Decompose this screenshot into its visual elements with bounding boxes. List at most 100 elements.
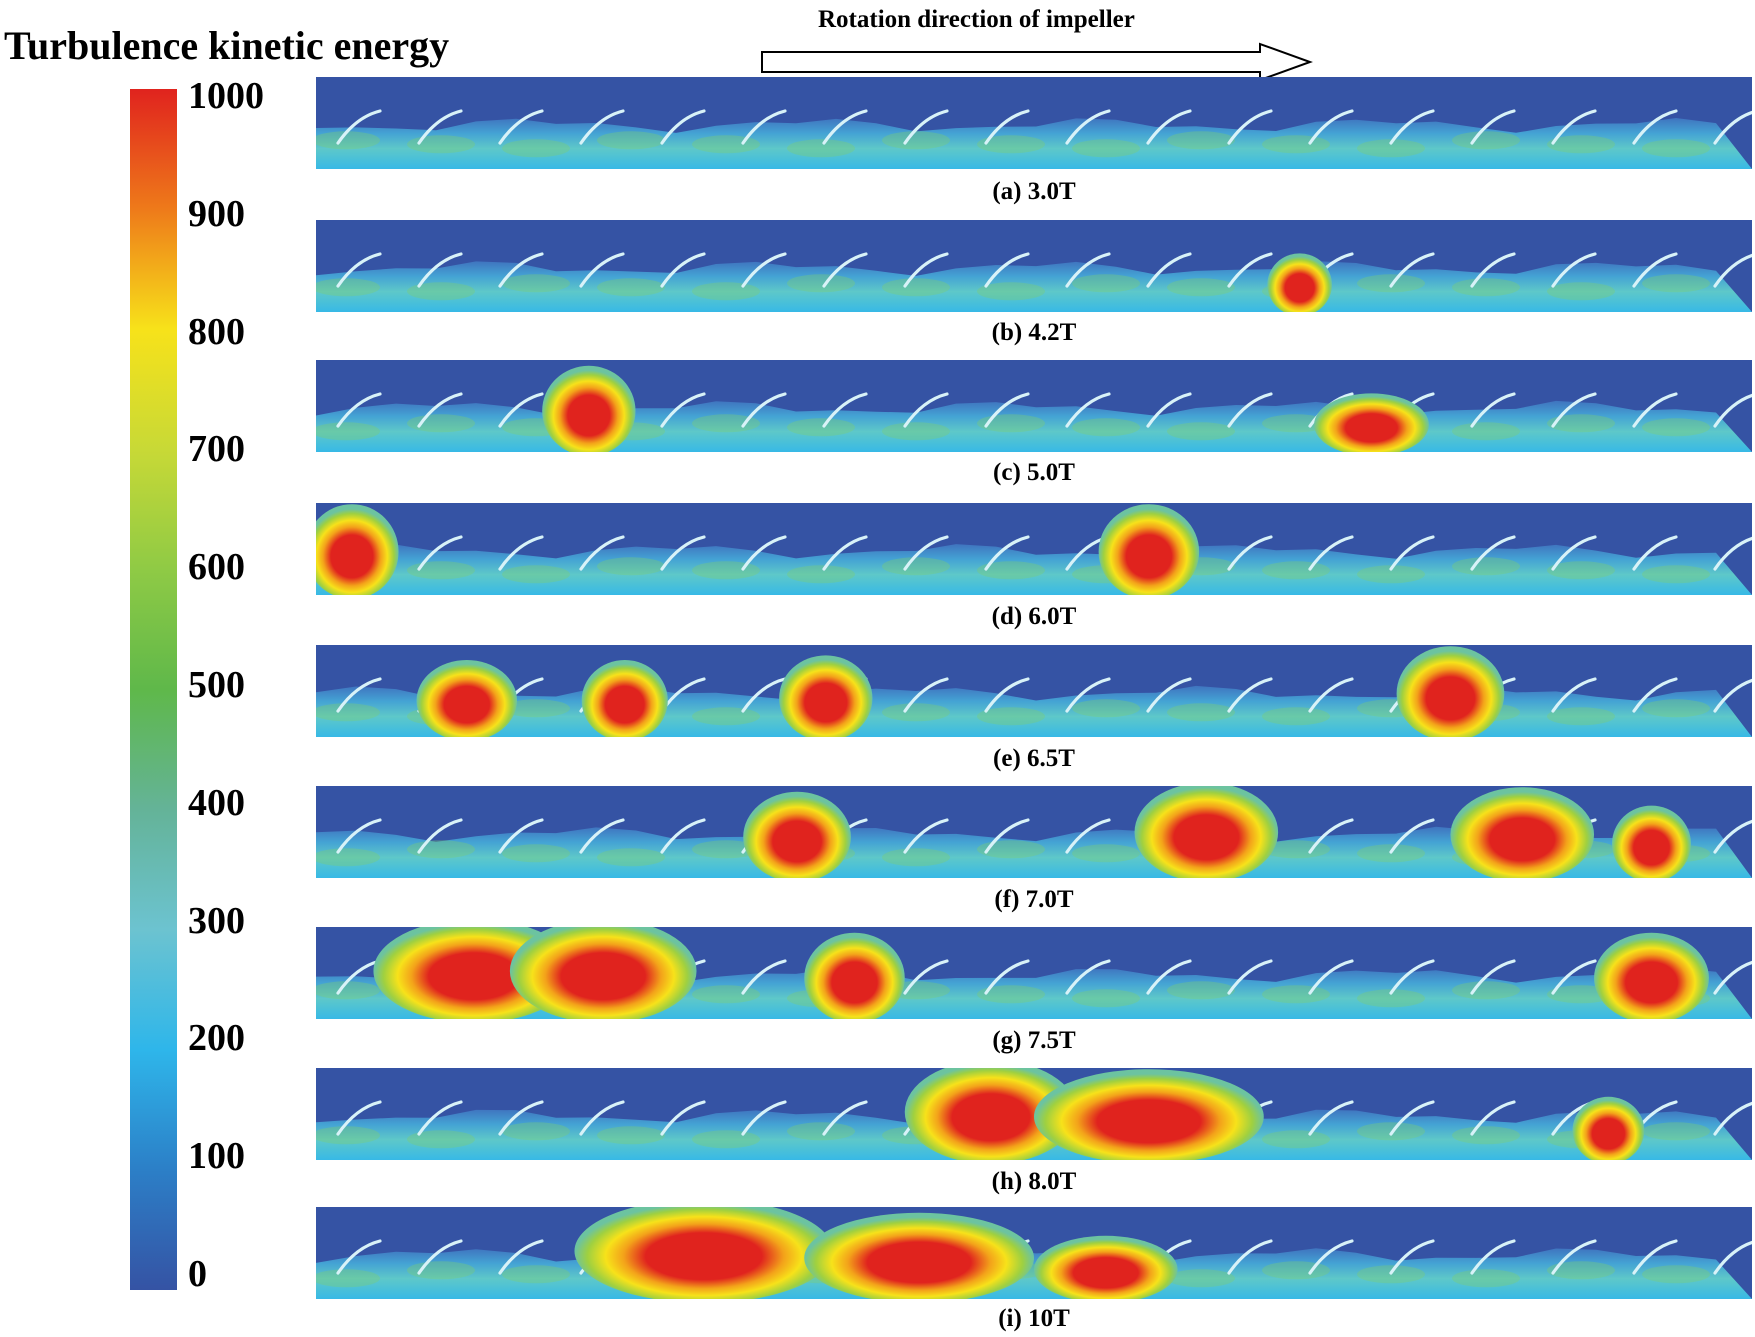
impeller-blade: [1470, 252, 1516, 288]
panel-caption: (b) 4.2T: [991, 319, 1077, 346]
turbulence-patch: [1547, 561, 1615, 580]
turbulence-patch: [787, 418, 855, 437]
colorbar-tick-label: 700: [188, 428, 245, 471]
impeller-blade: [1470, 109, 1516, 145]
impeller-blade: [660, 109, 706, 145]
impeller-blade: [822, 1100, 868, 1136]
impeller-blade: [498, 1100, 544, 1136]
turbulence-patch: [316, 278, 380, 297]
impeller-blade: [1389, 109, 1435, 145]
colorbar-tick-label: 400: [188, 781, 245, 824]
turbulence-patch: [502, 565, 570, 584]
turbulence-patch: [882, 848, 950, 867]
impeller-blade: [1065, 392, 1111, 428]
impeller-blade: [903, 109, 949, 145]
turbulence-patch: [1167, 981, 1235, 1000]
turbulence-patch: [597, 278, 665, 297]
impeller-blade: [903, 392, 949, 428]
impeller-blade: [903, 818, 949, 854]
impeller-blade: [984, 252, 1030, 288]
impeller-blade: [1551, 109, 1597, 145]
turbulence-patch: [1642, 274, 1710, 293]
impeller-blade: [498, 252, 544, 288]
high-tke-region: [1314, 393, 1429, 452]
impeller-blade: [660, 392, 706, 428]
impeller-blade: [498, 392, 544, 428]
turbulence-patch: [316, 848, 380, 867]
turbulence-patch: [502, 699, 570, 718]
impeller-blade: [1713, 1101, 1752, 1136]
panel-caption: (e) 6.5T: [993, 745, 1075, 772]
rotation-arrow-icon: [761, 42, 1313, 82]
impeller-blade: [741, 392, 787, 428]
impeller-blade: [579, 535, 625, 571]
high-tke-region: [804, 932, 905, 1019]
turbulence-patch: [1167, 278, 1235, 297]
impeller-blade: [1227, 677, 1273, 713]
turbulence-patch: [1547, 1261, 1615, 1280]
impeller-blade: [822, 109, 868, 145]
turbulence-patch: [787, 565, 855, 584]
impeller-blade: [984, 677, 1030, 713]
impeller-blade: [579, 109, 625, 145]
turbulence-patch: [407, 414, 475, 433]
colorbar-tick-label: 300: [188, 899, 245, 942]
turbulence-patch: [1547, 282, 1615, 301]
impeller-blade: [660, 1100, 706, 1136]
high-tke-region: [1612, 805, 1691, 878]
turbulence-patch: [882, 131, 950, 150]
turbulence-patch: [1262, 135, 1330, 154]
turbulence-patch: [1167, 1269, 1235, 1288]
turbulence-patch: [692, 1130, 760, 1149]
turbulence-patch: [1262, 840, 1330, 859]
colorbar: [130, 89, 177, 1290]
impeller-blade: [1227, 252, 1273, 288]
impeller-blade: [903, 535, 949, 571]
impeller-blade: [498, 818, 544, 854]
turbulence-patch: [1642, 565, 1710, 584]
impeller-blade: [498, 109, 544, 145]
impeller-blade: [822, 392, 868, 428]
impeller-blade: [1470, 535, 1516, 571]
high-tke-region: [1594, 932, 1709, 1019]
flow-region: [316, 544, 1752, 595]
impeller-blade: [1065, 959, 1111, 995]
impeller-blade: [417, 1100, 463, 1136]
impeller-blade: [1146, 392, 1192, 428]
turbulence-patch: [502, 1122, 570, 1141]
flow-region: [316, 967, 1752, 1019]
impeller-blade: [1632, 252, 1678, 288]
high-tke-region: [1396, 646, 1505, 737]
turbulence-patch: [316, 703, 380, 722]
impeller-blade: [822, 252, 868, 288]
impeller-blade: [1146, 677, 1192, 713]
impeller-blade: [984, 818, 1030, 854]
impeller-blade: [1470, 959, 1516, 995]
rotation-direction-label: Rotation direction of impeller: [818, 6, 1135, 33]
impeller-blade: [1389, 1239, 1435, 1275]
turbulence-patch: [692, 561, 760, 580]
turbulence-patch: [1642, 139, 1710, 158]
turbulence-patch: [1167, 703, 1235, 722]
impeller-blade: [984, 535, 1030, 571]
impeller-blade: [1632, 1239, 1678, 1275]
impeller-blade: [336, 818, 382, 854]
turbulence-patch: [502, 139, 570, 158]
turbulence-patch: [977, 985, 1045, 1004]
turbulence-patch: [692, 840, 760, 859]
impeller-blade: [1065, 818, 1111, 854]
panel-caption: (i) 10T: [998, 1305, 1070, 1332]
contour-panel: [316, 786, 1752, 878]
impeller-blade: [903, 959, 949, 995]
turbulence-patch: [407, 1130, 475, 1149]
impeller-blade: [1713, 536, 1752, 571]
turbulence-patch: [1357, 565, 1425, 584]
turbulence-patch: [407, 1261, 475, 1280]
colorbar-tick-label: 1000: [188, 75, 264, 117]
flow-region: [316, 261, 1752, 312]
impeller-blade: [1308, 535, 1354, 571]
impeller-blade: [336, 1239, 382, 1275]
turbulence-patch: [787, 274, 855, 293]
impeller-blade: [1146, 252, 1192, 288]
impeller-blade: [984, 109, 1030, 145]
